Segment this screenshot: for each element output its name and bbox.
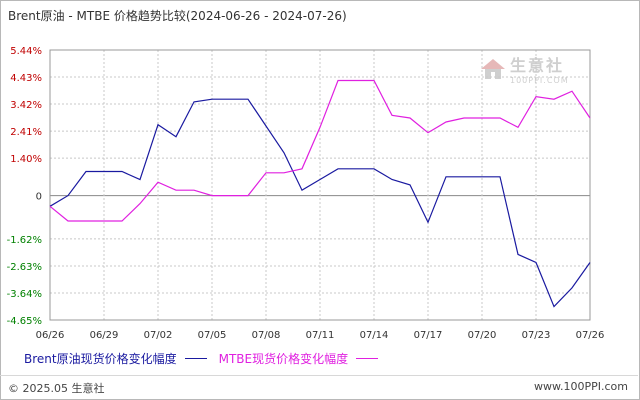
series-line-brent xyxy=(49,98,591,308)
footer: © 2025.05 生意社 www.100PPI.com xyxy=(0,375,638,396)
y-tick-label: -1.62% xyxy=(7,235,42,246)
legend-swatch-brent xyxy=(184,358,207,359)
y-tick-label: 4.43% xyxy=(10,73,42,84)
y-tick-label: 0 xyxy=(36,192,42,203)
y-tick-label: 5.44% xyxy=(10,46,42,57)
x-tick-label: 06/29 xyxy=(90,330,119,341)
legend-label-mtbe: MTBE现货价格变化幅度 xyxy=(218,352,349,366)
footer-site-link[interactable]: www.100PPI.com xyxy=(534,380,628,393)
x-tick-label: 07/11 xyxy=(306,330,335,341)
legend-label-brent: Brent原油现货价格变化幅度 xyxy=(24,352,177,366)
watermark-name: 生意社 xyxy=(510,56,565,75)
x-tick-label: 07/23 xyxy=(522,330,551,341)
y-tick-label: -3.64% xyxy=(7,289,42,300)
series-line-mtbe xyxy=(49,79,591,222)
chart-title: Brent原油 - MTBE 价格趋势比较(2024-06-26 - 2024-… xyxy=(8,9,347,23)
x-tick-label: 07/26 xyxy=(576,330,605,341)
y-axis-ticks: 5.44% 4.43% 3.42% 2.41% 1.40% 0 -1.62% -2.63% -3… xyxy=(7,46,42,327)
y-tick-label: -2.63% xyxy=(7,262,42,273)
legend-swatch-mtbe xyxy=(356,358,379,359)
watermark-url: 100PPI.COM xyxy=(510,76,569,85)
house-logo-icon xyxy=(481,58,505,79)
legend: Brent原油现货价格变化幅度 MTBE现货价格变化幅度 xyxy=(24,350,390,367)
y-tick-label: 3.42% xyxy=(10,100,42,111)
footer-copyright: © 2025.05 生意社 xyxy=(8,382,105,395)
y-tick-label: 2.41% xyxy=(10,127,42,138)
plot-area xyxy=(49,49,591,321)
x-tick-label: 07/02 xyxy=(144,330,173,341)
x-tick-label: 06/26 xyxy=(36,330,65,341)
x-axis-ticks: 06/26 06/29 07/02 07/05 07/08 07/11 07/14 07/17… xyxy=(36,330,605,341)
x-tick-label: 07/14 xyxy=(360,330,389,341)
x-tick-label: 07/17 xyxy=(414,330,443,341)
watermark-logo: 生意社 100PPI.COM xyxy=(480,52,569,85)
x-tick-label: 07/05 xyxy=(198,330,227,341)
x-tick-label: 07/20 xyxy=(468,330,497,341)
x-tick-label: 07/08 xyxy=(252,330,281,341)
grid xyxy=(49,49,591,321)
y-tick-label: -4.65% xyxy=(7,316,42,327)
y-tick-label: 1.40% xyxy=(10,154,42,165)
